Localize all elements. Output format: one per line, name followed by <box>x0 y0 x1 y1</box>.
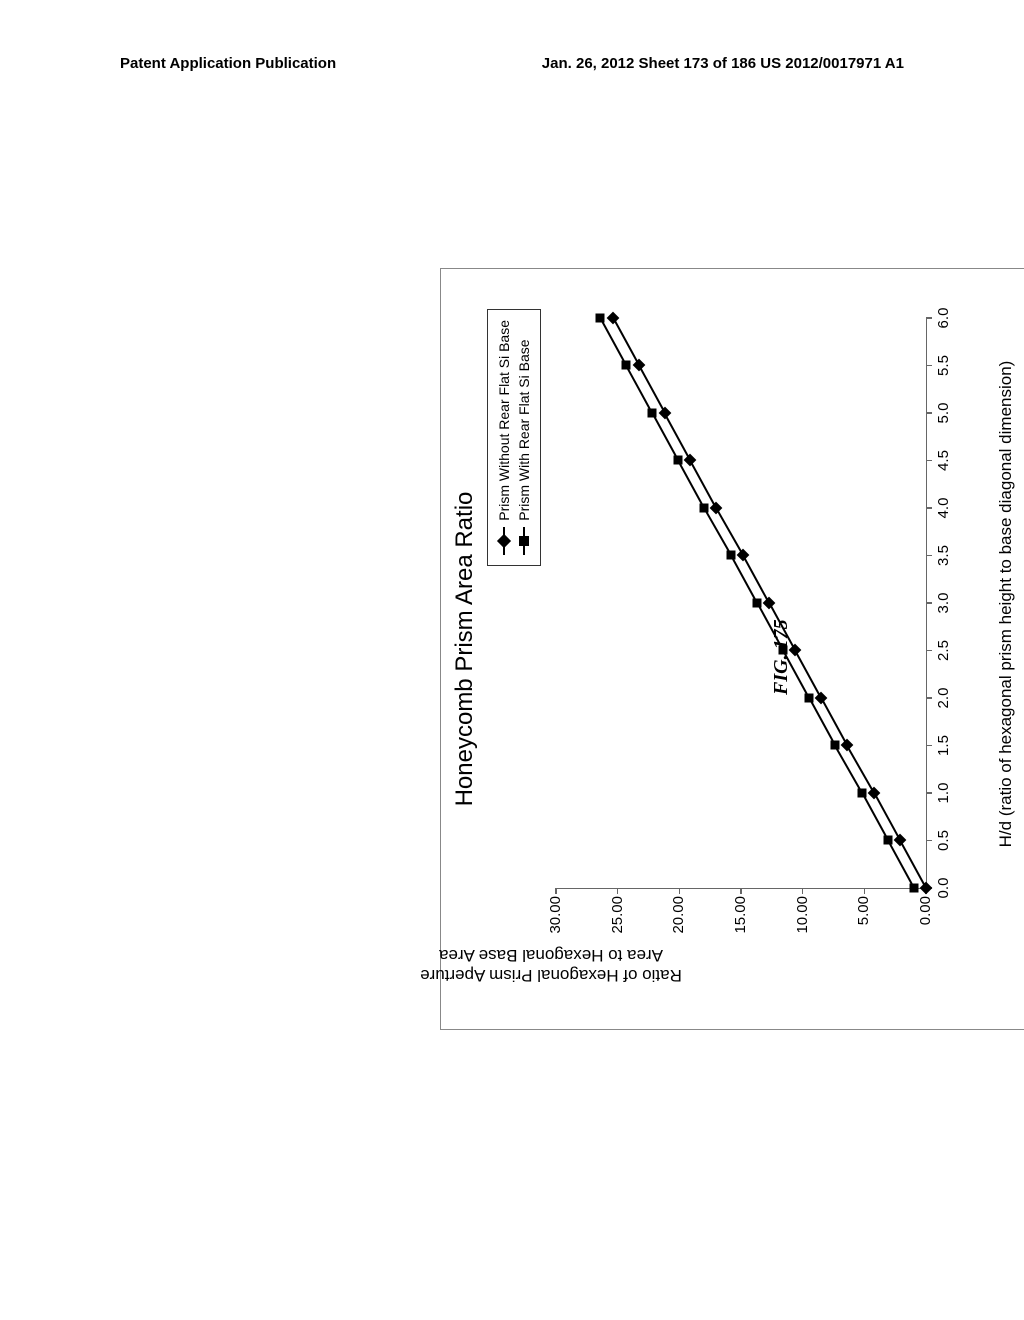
series-line <box>820 698 848 746</box>
x-tick-label: 0.0 <box>935 870 952 906</box>
x-tick <box>926 555 932 557</box>
legend: Prism Without Rear Flat Si Base Prism Wi… <box>487 309 541 566</box>
data-marker <box>753 599 762 608</box>
x-tick <box>926 697 932 699</box>
data-marker <box>841 739 854 752</box>
y-tick-label: 0.00 <box>917 896 934 946</box>
series-line <box>651 413 679 461</box>
x-axis-label: H/d (ratio of hexagonal prism height to … <box>996 319 1016 889</box>
x-tick-label: 0.5 <box>935 823 952 859</box>
data-marker <box>737 549 750 562</box>
y-tick <box>679 888 681 894</box>
legend-label: Prism With Rear Flat Si Base <box>514 339 534 520</box>
data-marker <box>700 504 709 513</box>
data-marker <box>830 741 839 750</box>
y-tick <box>802 888 804 894</box>
header-left: Patent Application Publication <box>120 55 336 72</box>
x-tick-label: 1.0 <box>935 775 952 811</box>
x-tick <box>926 460 932 462</box>
square-marker-icon <box>517 527 531 555</box>
x-tick <box>926 365 932 367</box>
y-tick-label: 10.00 <box>794 896 811 946</box>
series-line <box>861 793 889 841</box>
x-tick-label: 4.5 <box>935 443 952 479</box>
x-tick-label: 3.5 <box>935 538 952 574</box>
legend-item-0: Prism Without Rear Flat Si Base <box>494 320 514 555</box>
series-line <box>887 840 915 888</box>
data-marker <box>727 551 736 560</box>
x-tick <box>926 650 932 652</box>
data-marker <box>596 314 605 323</box>
header-right: Jan. 26, 2012 Sheet 173 of 186 US 2012/0… <box>542 55 904 72</box>
y-tick-label: 5.00 <box>855 896 872 946</box>
x-tick <box>926 317 932 319</box>
series-line <box>677 460 705 508</box>
series-line <box>600 318 628 366</box>
y-tick <box>555 888 557 894</box>
x-tick <box>926 745 932 747</box>
series-line <box>808 698 836 746</box>
data-marker <box>857 789 866 798</box>
y-tick-label: 15.00 <box>732 896 749 946</box>
chart-title: Honeycomb Prism Area Ratio <box>451 269 479 1029</box>
data-marker <box>894 834 907 847</box>
legend-item-1: Prism With Rear Flat Si Base <box>514 320 534 555</box>
y-axis-label: Ratio of Hexagonal Prism Aperture Area t… <box>361 945 741 985</box>
data-marker <box>883 836 892 845</box>
x-tick-label: 5.0 <box>935 395 952 431</box>
series-line <box>612 318 640 366</box>
diamond-marker-icon <box>497 527 511 555</box>
data-marker <box>658 407 671 420</box>
series-line <box>715 508 744 556</box>
series-line <box>730 555 758 603</box>
series-line <box>638 365 666 413</box>
x-tick <box>926 840 932 842</box>
y-tick <box>617 888 619 894</box>
x-tick <box>926 792 932 794</box>
x-tick-label: 3.0 <box>935 585 952 621</box>
x-tick-label: 6.0 <box>935 300 952 336</box>
x-tick <box>926 412 932 414</box>
y-tick-label: 30.00 <box>547 896 564 946</box>
data-marker <box>648 409 657 418</box>
y-tick <box>864 888 866 894</box>
data-marker <box>804 694 813 703</box>
y-tick-label: 20.00 <box>670 896 687 946</box>
series-line <box>846 745 875 793</box>
x-tick-label: 2.5 <box>935 633 952 669</box>
data-marker <box>622 361 631 370</box>
y-tick <box>740 888 742 894</box>
series-line <box>690 460 718 508</box>
series-line <box>664 413 692 461</box>
figure-caption: FIG. 175 <box>770 619 793 695</box>
x-tick <box>926 507 932 509</box>
x-tick <box>926 602 932 604</box>
chart-container: Honeycomb Prism Area Ratio Prism Without… <box>440 268 1024 1030</box>
series-line <box>899 840 927 888</box>
x-tick-label: 5.5 <box>935 348 952 384</box>
x-tick-label: 2.0 <box>935 680 952 716</box>
series-line <box>794 650 822 698</box>
series-line <box>625 365 653 413</box>
series-line <box>873 793 901 841</box>
x-tick-label: 1.5 <box>935 728 952 764</box>
legend-label: Prism Without Rear Flat Si Base <box>494 320 514 521</box>
series-line <box>743 555 771 603</box>
data-marker <box>674 456 683 465</box>
x-tick-label: 4.0 <box>935 490 952 526</box>
data-marker <box>684 454 697 467</box>
data-marker <box>909 884 918 893</box>
y-tick-label: 25.00 <box>609 896 626 946</box>
plot-area: 0.005.0010.0015.0020.0025.0030.000.00.51… <box>556 318 927 889</box>
